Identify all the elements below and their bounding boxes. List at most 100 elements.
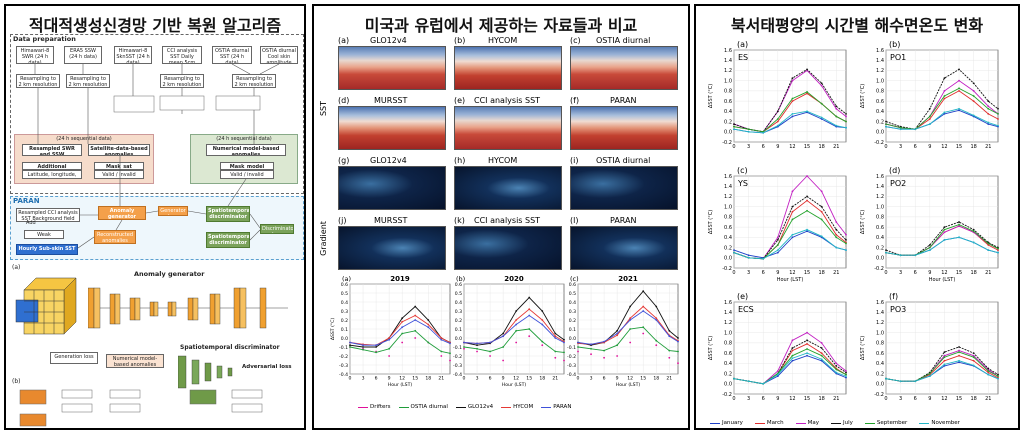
point-glo12v4-2021-c [655,305,658,308]
swatch-hycom [501,406,512,408]
num-anom-arch-box: Numerical model-based anomalies [106,354,164,368]
point-paran-2021-c [577,341,579,344]
ytick-label-po3-f: 0.0 [876,382,884,388]
map-l-paran-gradient [570,226,678,270]
point-november-po3-f [943,363,946,366]
point-glo12v4-2020-b [528,296,531,299]
ytick-label-po3-f: 1.6 [876,300,884,306]
point-november-es-a [791,112,794,115]
gen-loss-arch-box: Generation loss [50,352,98,364]
point-november-es-a [747,130,750,133]
input-box-6: OSTIA diurnal Cool skin amplitude [260,46,298,64]
point-glo12v4-2019-a [427,319,430,321]
xtick-label-2020-b: 18 [539,376,545,382]
map-g-name: GLO12v4 [370,156,407,165]
ytick-label-po3-f: 1.2 [876,320,884,326]
xtick-label-po2-d: 0 [884,270,887,276]
ytick-label-2020-b: -0.4 [453,372,462,378]
adv-loss-label: Adversarial loss [242,364,292,370]
ytick-label-2020-b: 0.2 [455,318,462,324]
point-drifters-2021-c [590,353,592,356]
map-h-hycom-gradient [454,166,562,210]
point-november-po2-d [943,238,946,241]
point-march-po1-b [943,97,946,100]
point-hycom-2021-c [616,334,619,337]
point-september-po1-b [958,87,960,90]
point-ostia-diurnal-2019-a [449,352,451,355]
point-september-es-a [747,128,750,131]
point-may-po1-b [943,89,946,92]
swatch-drifters [358,406,368,408]
spatio-disc-box-2: Spatiotemporal discriminator [206,232,250,248]
map-k-cci-gradient [454,226,562,270]
point-march-po2-d [987,244,990,246]
swatch-july [831,422,842,424]
ytick-label-po2-d: 0.0 [876,256,884,262]
legend-drifters: Drifters [358,404,391,410]
point-paran-2020-b [463,341,465,344]
xtick-label-po1-b: 21 [985,144,991,150]
point-glo12v4-2021-c [629,305,632,308]
point-november-po3-f [958,359,960,362]
point-may-ys-c [806,175,808,177]
point-july-ys-c [776,238,779,241]
region-label-po3-f: PO3 [890,305,906,314]
row-label-sst: SST [319,100,329,117]
ytick-label-es-a: 1.4 [724,58,732,64]
xtick-label-ys-c: 3 [747,270,750,276]
point-november-es-a [820,116,823,119]
point-november-po1-b [972,114,975,117]
xtick-label-2019-a: 9 [388,376,391,382]
ylabel-2019-a: ΔSST (°C) [330,318,336,341]
point-july-es-a [791,77,794,80]
point-july-po3-f [972,352,975,355]
point-september-ys-c [845,242,847,245]
point-july-ecs-e [791,347,794,349]
point-paran-2019-a [375,344,377,347]
xtick-label-es-a: 0 [732,144,735,150]
xtick-label-2019-a: 0 [349,376,352,382]
ytick-label-2021-c: 0.3 [569,309,576,315]
point-paran-2021-c [616,332,619,335]
xtick-label-2020-b: 0 [463,376,466,382]
point-may-ys-c [845,233,847,236]
right-panel-title: 북서태평양의 시간별 해수면온도 변화 [730,16,984,35]
xtick-label-po2-d: 15 [956,270,962,276]
point-september-es-a [845,120,847,123]
point-march-es-a [806,92,808,95]
legend-hycom: HYCOM [501,404,533,410]
swatch-glo12v4 [455,406,466,408]
row-label-gradient: Gradient [318,221,328,256]
ytick-label-2019-a: -0.2 [339,354,348,360]
chart-po2-d: -0.2 0.0 0.2 0.4 0.6 0.8 1.0 1.2 1.4 1.6 0 3 6 9 12 15 1… [860,166,999,283]
point-paran-2021-c [629,319,632,321]
ytick-label-po2-d: -0.2 [874,266,884,272]
ytick-label-ecs-e: 1.4 [724,310,732,316]
legend-november: November [919,420,960,426]
xtick-label-es-a: 21 [833,144,839,150]
ytick-label-2021-c: 0.4 [569,300,576,306]
ytick-label-2021-c: 0.1 [569,327,576,333]
ylabel-es-a: ΔSST (°C) [708,84,714,108]
point-november-po1-b [943,111,946,114]
ylabel-ecs-e: ΔSST (°C) [708,336,714,360]
point-drifters-2021-c [655,344,658,347]
resample-box-1: Resampling to 2 km resolution grid [16,74,60,88]
series-line-july-po1-b [885,68,999,130]
ytick-label-po2-d: 0.4 [876,235,884,241]
map-j-id: (j) [338,216,347,225]
point-january-ys-c [791,236,794,239]
point-may-po1-b [958,79,960,82]
legend-september: September [864,420,907,426]
ytick-label-po3-f: 0.8 [876,341,884,347]
point-july-po1-b [987,100,990,103]
map-i-ostia-gradient [570,166,678,210]
point-january-po3-f [958,361,960,364]
panel-label-2019-a: (a) [342,275,351,283]
point-july-po1-b [885,120,887,123]
middle-panel: 미국과 유럽에서 제공하는 자료들과 비교 SST Gradient (a) G… [312,4,690,430]
point-may-ecs-e [791,339,794,342]
point-september-ecs-e [791,354,794,357]
point-november-po3-f [899,380,902,383]
xtick-label-ecs-e: 18 [818,396,824,402]
